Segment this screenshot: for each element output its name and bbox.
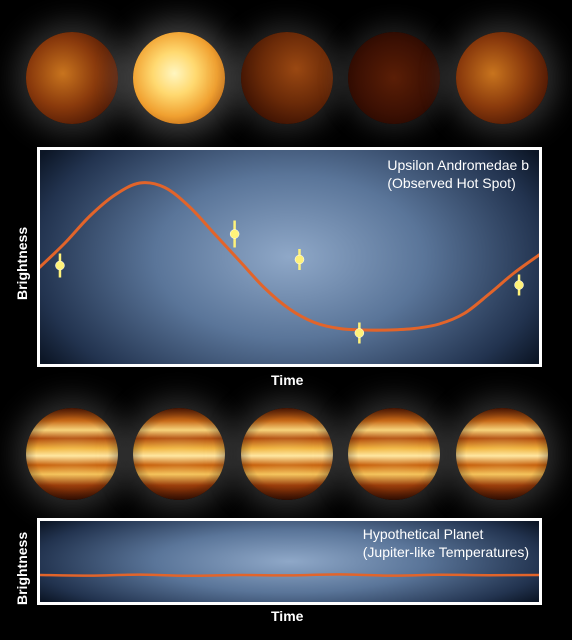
bottom-chart-panel: Hypothetical Planet (Jupiter-like Temper… [37,518,542,605]
bottom-chart-title-line1: Hypothetical Planet [362,526,484,542]
top-chart-data-point-3 [294,249,305,270]
top-chart-panel: Upsilon Andromedae b (Observed Hot Spot) [37,147,542,367]
bottom-planet-4 [348,408,440,500]
bottom-planet-2 [133,408,225,500]
top-chart-curve [40,181,539,332]
bottom-chart-plot [40,573,539,578]
top-chart-title-line2: (Observed Hot Spot) [387,175,516,191]
top-chart-data-point-5 [514,274,524,296]
top-chart-marker-5 [514,280,524,290]
top-planet-3 [241,32,333,124]
top-chart-data-point-2 [229,220,240,248]
bottom-chart-title: Hypothetical Planet (Jupiter-like Temper… [363,525,529,561]
bottom-chart-curve [40,573,539,578]
top-planet-1 [26,32,118,124]
top-chart-title: Upsilon Andromedae b (Observed Hot Spot) [387,156,529,192]
top-planet-4 [348,32,440,124]
bottom-chart-xlabel: Time [271,608,304,624]
top-planet-5 [456,32,548,124]
top-chart-data-point-4 [354,322,365,344]
top-chart-data-point-1 [55,253,65,278]
bottom-planet-1 [26,408,118,500]
bottom-chart-ylabel: Brightness [14,531,30,605]
top-chart-marker-1 [55,260,65,271]
top-chart-ylabel: Brightness [14,226,30,300]
top-chart-title-line1: Upsilon Andromedae b [387,157,529,173]
top-chart-plot [40,181,539,344]
top-chart-marker-4 [354,328,365,338]
bottom-planet-3 [241,408,333,500]
top-chart-marker-3 [294,254,305,265]
bottom-planet-5 [456,408,548,500]
bottom-chart-title-line2: (Jupiter-like Temperatures) [362,544,529,560]
top-planet-2 [133,32,225,124]
top-chart-marker-2 [229,229,240,239]
top-chart-xlabel: Time [271,372,304,388]
